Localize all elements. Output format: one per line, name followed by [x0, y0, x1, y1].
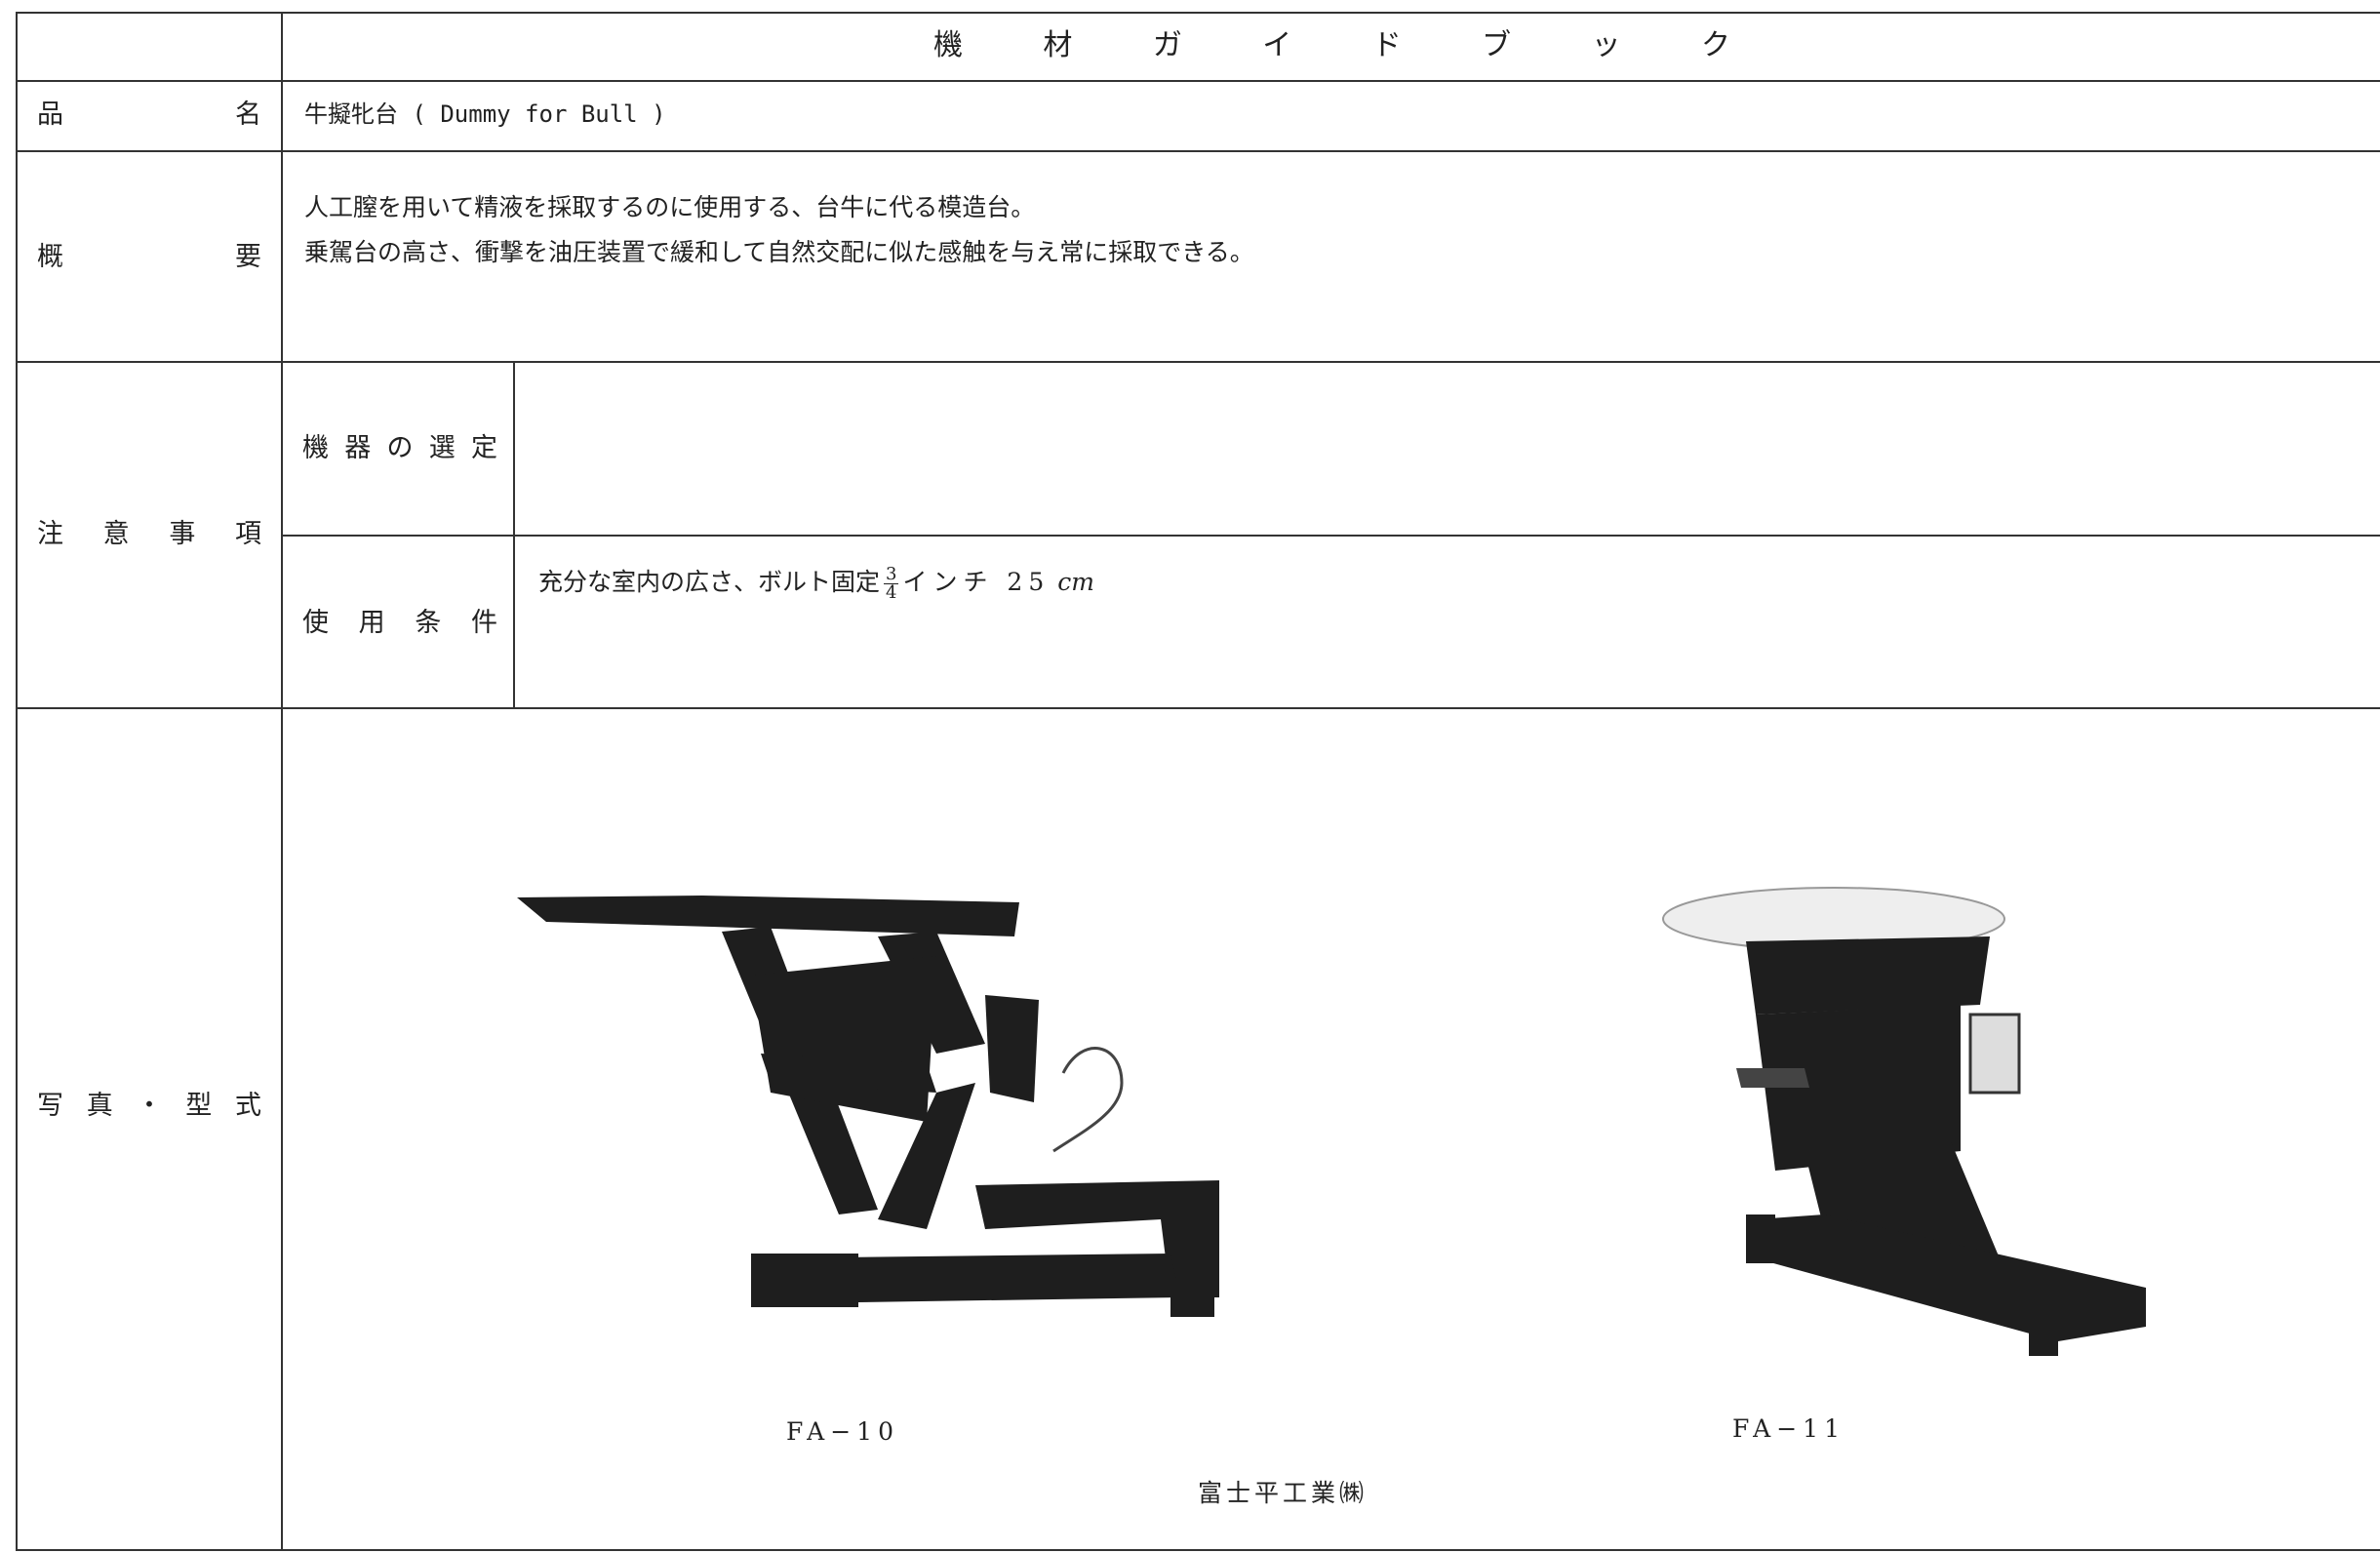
rule [16, 80, 2380, 82]
denominator: 4 [886, 582, 897, 603]
rule [281, 535, 2380, 537]
text-line: 乗駕台の高さ、衝撃を油圧装置で緩和して自然交配に似た感触を与え常に採取できる。 [304, 238, 1254, 266]
label: 写真・型式 [37, 1091, 261, 1121]
title: 機材ガイドブック [933, 28, 1730, 62]
label: 品名 [37, 100, 261, 130]
rule [16, 12, 2380, 14]
text: インチ 25 [902, 568, 1051, 596]
model: FA−11 [1732, 1414, 1845, 1443]
numerator: 3 [884, 564, 899, 584]
photo-fa11 [1662, 887, 2146, 1356]
rule [513, 361, 515, 709]
value: 牛擬牝台 ( Dummy for Bull ) [304, 100, 666, 128]
maker: 富士平工業㈱ [1198, 1479, 1368, 1507]
conditions: 充分な室内の広さ、ボルト固定 3 4 インチ 25 cm [538, 566, 1094, 602]
photo-fa10 [517, 896, 1219, 1317]
rule [16, 1549, 2380, 1551]
rule [16, 707, 2380, 709]
unit: cm [1057, 568, 1094, 596]
text: 充分な室内の広さ、ボルト固定 [538, 568, 881, 596]
rule [281, 12, 283, 1551]
label: 使用条件 [302, 608, 497, 638]
label: 注意事項 [37, 519, 261, 549]
rule [16, 150, 2380, 152]
rule [16, 12, 18, 1551]
rule [16, 361, 2380, 363]
text-line: 人工膣を用いて精液を採取するのに使用する、台牛に代る模造台。 [304, 193, 1036, 221]
label: 概要 [37, 242, 261, 272]
label: 機器の選定 [302, 433, 497, 463]
model: FA−10 [786, 1417, 899, 1446]
